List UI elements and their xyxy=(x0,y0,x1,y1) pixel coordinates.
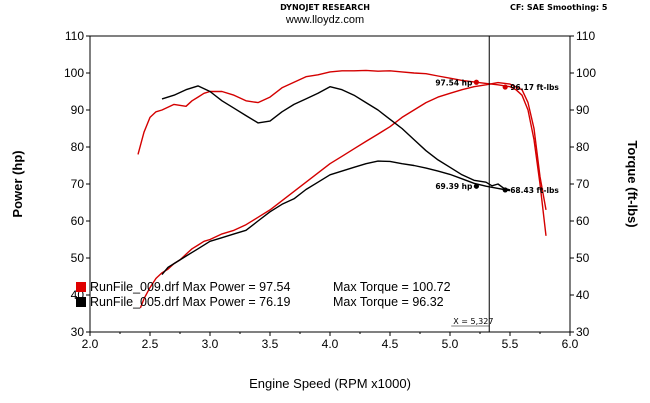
axis-ticks: 2.0 2.5 3.0 3.5 4.0 4.5 5.0 5.5 6.0 110 100 90 80 70 6… xyxy=(64,29,596,351)
legend-torque-run009: Max Torque = 100.72 xyxy=(333,280,451,294)
y-left-tick-label: 80 xyxy=(71,140,85,154)
y-left-tick-label: 90 xyxy=(71,103,85,117)
cursor-value-label: 69.39 hp xyxy=(435,182,473,191)
x-tick-label: 4.5 xyxy=(382,337,399,351)
series-lines xyxy=(137,69,547,309)
x-axis-title: Engine Speed (RPM x1000) xyxy=(249,376,411,391)
cursor-label: X = 5,327 xyxy=(453,317,493,326)
x-tick-label: 5.5 xyxy=(502,337,519,351)
x-tick-label: 4.0 xyxy=(322,337,339,351)
cursor-point-marker xyxy=(473,183,479,189)
x-tick-label: 5.0 xyxy=(442,337,459,351)
chart-header-title: DYNOJET RESEARCH xyxy=(280,3,370,12)
cursor-value-label: 96.17 ft-lbs xyxy=(510,83,559,92)
x-tick-label: 3.5 xyxy=(262,337,279,351)
series-line-runfile-009-drf-power xyxy=(139,81,547,309)
x-tick-label: 3.0 xyxy=(202,337,219,351)
legend-swatch-run005 xyxy=(76,297,86,307)
y-right-tick-label: 90 xyxy=(576,103,590,117)
cursor-point-marker xyxy=(502,187,508,193)
cursor-value-label: 97.54 hp xyxy=(435,78,473,87)
y-right-tick-label: 110 xyxy=(576,29,595,43)
y-left-tick-label: 60 xyxy=(71,214,85,228)
y-right-tick-label: 80 xyxy=(576,140,590,154)
legend-torque-run005: Max Torque = 96.32 xyxy=(333,295,444,309)
cursor-point-marker xyxy=(502,84,508,90)
series-line-runfile-005-drf-torque xyxy=(161,85,511,191)
y-right-tick-label: 30 xyxy=(576,325,590,339)
y-right-tick-label: 100 xyxy=(576,66,596,80)
chart-header-url: www.lloydz.com xyxy=(285,14,364,26)
y-left-tick-label: 100 xyxy=(64,66,84,80)
legend-label-run005: RunFile_005.drf Max Power = 76.19 xyxy=(90,295,291,309)
y-left-tick-label: 30 xyxy=(71,325,85,339)
y-axis-left-title: Power (hp) xyxy=(10,150,25,217)
y-left-tick-label: 50 xyxy=(71,251,85,265)
series-line-runfile-005-drf-power xyxy=(161,160,511,276)
legend-swatch-run009 xyxy=(76,282,86,292)
series-line-runfile-009-drf-torque xyxy=(137,69,547,236)
y-axis-right-title: Torque (ft-lbs) xyxy=(625,140,640,227)
cursor-point-marker xyxy=(473,79,479,85)
y-right-tick-label: 60 xyxy=(576,214,590,228)
legend: RunFile_009.drf Max Power = 97.54 Max To… xyxy=(76,280,451,309)
chart-header-settings: CF: SAE Smoothing: 5 xyxy=(510,3,608,12)
y-left-tick-label: 110 xyxy=(65,29,84,43)
cursor-value-label: 68.43 ft-lbs xyxy=(510,186,559,195)
x-tick-label: 2.0 xyxy=(82,337,99,351)
legend-label-run009: RunFile_009.drf Max Power = 97.54 xyxy=(90,280,291,294)
x-tick-label: 2.5 xyxy=(142,337,159,351)
y-left-tick-label: 70 xyxy=(71,177,85,191)
y-right-tick-label: 70 xyxy=(576,177,590,191)
y-right-tick-label: 50 xyxy=(576,251,590,265)
x-tick-label: 6.0 xyxy=(562,337,579,351)
annotations: 97.54 hp 96.17 ft-lbs 69.39 hp 68.43 ft-lbs xyxy=(435,78,559,195)
y-right-tick-label: 40 xyxy=(576,288,590,302)
cursor-group: X = 5,327 xyxy=(451,36,493,332)
